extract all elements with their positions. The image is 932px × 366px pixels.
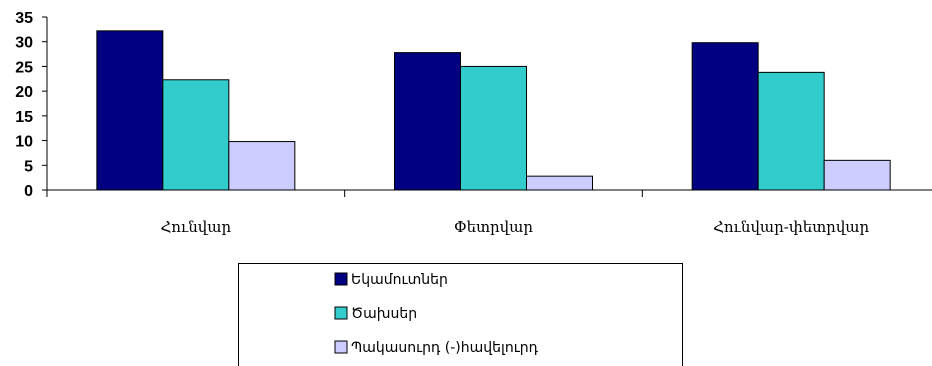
- y-tick-label: 25: [15, 59, 33, 76]
- bar-2-3: [757, 71, 825, 191]
- y-axis-ticks: 0 5 10 15 20 25 30 35: [15, 10, 47, 200]
- x-category-label: Հունվար: [161, 218, 232, 236]
- bar-1-3: [691, 42, 759, 191]
- x-axis-labels: Հունվար Փետրվար Հունվար-փետրվար: [161, 218, 870, 236]
- bar-2-2: [460, 65, 527, 191]
- y-tick-label: 15: [15, 109, 33, 126]
- axes: [46, 17, 932, 197]
- legend-swatch: [334, 306, 348, 320]
- y-tick-label: 5: [24, 158, 33, 175]
- bar-3-2: [526, 175, 593, 191]
- y-tick-label: 10: [15, 134, 33, 151]
- bars-group: [96, 30, 891, 191]
- y-tick-label: 35: [15, 10, 33, 27]
- bar-3-1: [228, 141, 296, 191]
- bar-1-2: [394, 52, 461, 191]
- y-tick-label: 0: [24, 183, 33, 200]
- y-tick-label: 30: [15, 35, 33, 52]
- bar-2-1: [162, 79, 230, 191]
- legend-swatch: [334, 272, 348, 286]
- bar-1-1: [96, 30, 164, 191]
- legend-label: Ծախսեր: [351, 306, 417, 322]
- legend-swatch: [334, 340, 348, 354]
- legend-box: [238, 263, 683, 366]
- legend-label: Եկամուտներ: [351, 272, 448, 288]
- y-tick-label: 20: [15, 84, 33, 101]
- legend-label: Պակասուրդ (-)հավելուրդ: [351, 340, 539, 356]
- x-category-label: Հունվար-փետրվար: [713, 218, 869, 236]
- x-category-label: Փետրվար: [454, 218, 533, 236]
- legend: Եկամուտներ Ծախսեր Պակասուրդ (-)հավելուրդ: [238, 263, 683, 366]
- bar-3-3: [823, 159, 891, 191]
